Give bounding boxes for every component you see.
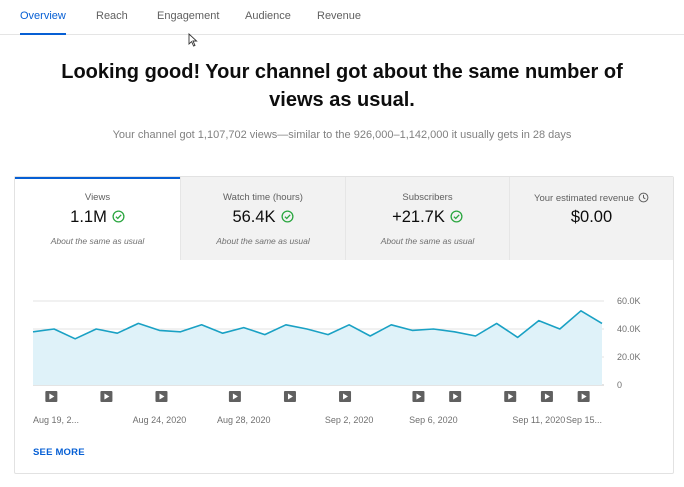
x-tick-label: Sep 11, 2020	[512, 415, 565, 425]
metric-views[interactable]: Views 1.1M About the same as usual	[15, 177, 180, 260]
y-tick-label: 20.0K	[617, 352, 641, 362]
video-marker-icon[interactable]	[540, 391, 553, 402]
metric-comparison: About the same as usual	[380, 236, 475, 246]
metric-value: +21.7K	[346, 208, 509, 227]
subscribers-value: +21.7K	[392, 208, 445, 226]
metric-comparison: About the same as usual	[216, 236, 310, 246]
metric-watch-time[interactable]: Watch time (hours) 56.4K About the same …	[180, 177, 345, 260]
clock-icon	[638, 192, 649, 203]
views-summary: Your channel got 1,107,702 views—similar…	[112, 129, 572, 141]
x-tick-label: Sep 15...	[566, 415, 602, 425]
metric-comparison: About the same as usual	[50, 236, 145, 246]
video-marker-icon[interactable]	[339, 391, 352, 402]
video-marker-icon[interactable]	[412, 391, 425, 402]
views-chart: 0 20.0K 40.0K 60.0K Aug 19, 2... Aug 24, 2020…	[32, 296, 641, 425]
metric-label: Your estimated revenue	[510, 192, 673, 204]
metric-value: $0.00	[570, 208, 613, 226]
x-tick-label: Sep 2, 2020	[325, 415, 374, 425]
see-more-link[interactable]: SEE MORE	[33, 447, 85, 458]
x-tick-label: Aug 19, 2...	[33, 415, 79, 425]
tab-engagement[interactable]: Engagement	[157, 10, 220, 22]
video-marker-icon[interactable]	[228, 391, 241, 402]
tab-reach[interactable]: Reach	[96, 10, 128, 22]
analytics-tabs: Overview Reach Engagement Audience Reven…	[0, 0, 684, 35]
mouse-cursor-icon	[188, 33, 198, 47]
video-marker-icon[interactable]	[100, 391, 113, 402]
metric-tabs: Views 1.1M About the same as usual Watch…	[15, 177, 673, 260]
watch-time-value: 56.4K	[232, 208, 276, 226]
page-headline: Looking good! Your channel got about the…	[61, 61, 623, 111]
y-tick-label: 40.0K	[617, 324, 641, 334]
metric-value: 1.1M	[15, 208, 180, 227]
overview-card: Views 1.1M About the same as usual Watch…	[14, 176, 674, 474]
tab-overview[interactable]: Overview	[20, 0, 66, 35]
y-tick-label: 0	[617, 380, 622, 390]
video-marker-icon[interactable]	[449, 391, 462, 402]
metric-label: Watch time (hours)	[223, 192, 303, 203]
video-marker-icon[interactable]	[504, 391, 517, 402]
x-tick-label: Aug 24, 2020	[133, 415, 187, 425]
metric-subscribers[interactable]: Subscribers +21.7K About the same as usu…	[345, 177, 509, 260]
views-series-line	[32, 310, 603, 340]
metric-label: Views	[84, 192, 111, 203]
metric-revenue[interactable]: Your estimated revenue $0.00	[509, 177, 673, 260]
tab-revenue[interactable]: Revenue	[317, 10, 362, 22]
check-circle-icon	[112, 210, 125, 223]
views-value: 1.1M	[70, 208, 107, 226]
metric-label: Subscribers	[402, 192, 453, 203]
y-tick-label: 60.0K	[617, 296, 641, 306]
metric-value: 56.4K	[181, 208, 345, 227]
video-marker-icon[interactable]	[45, 391, 58, 402]
video-marker-icon[interactable]	[155, 391, 168, 402]
check-circle-icon	[450, 210, 463, 223]
video-marker-icon[interactable]	[283, 391, 296, 402]
revenue-label: Your estimated revenue	[534, 193, 634, 204]
x-tick-label: Sep 6, 2020	[409, 415, 458, 425]
views-area	[33, 310, 602, 385]
check-circle-icon	[281, 210, 294, 223]
tab-audience[interactable]: Audience	[245, 10, 291, 22]
video-marker-icon[interactable]	[577, 391, 590, 402]
x-tick-label: Aug 28, 2020	[217, 415, 271, 425]
